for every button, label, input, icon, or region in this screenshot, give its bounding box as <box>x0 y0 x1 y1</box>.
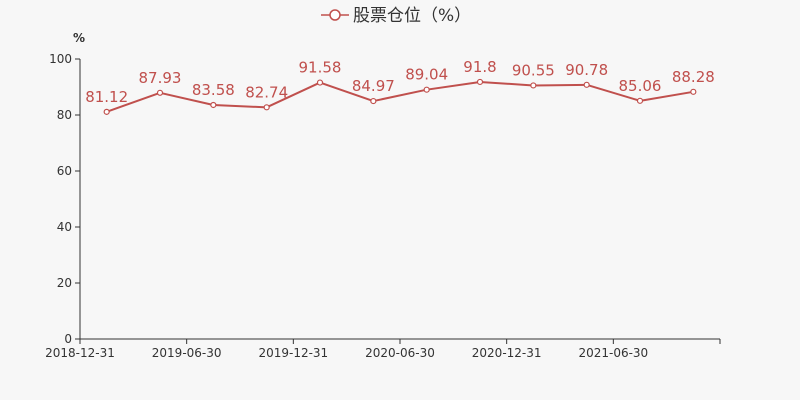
x-tick-label: 2020-06-30 <box>365 346 435 360</box>
data-label: 84.97 <box>352 77 395 95</box>
data-label: 91.8 <box>463 58 496 76</box>
data-point[interactable] <box>583 81 590 88</box>
data-point[interactable] <box>636 97 644 104</box>
y-tick-label: 60 <box>57 164 72 178</box>
data-label: 91.58 <box>299 59 342 77</box>
x-tick-label: 2020-12-31 <box>472 346 542 360</box>
y-tick-label: 20 <box>57 276 72 290</box>
y-tick-label: 40 <box>57 220 72 234</box>
y-tick-label: 80 <box>57 108 72 122</box>
series-layer: 81.12 87.93 83.58 82.74 91.58 84.97 89.04 91.8 9… <box>85 58 715 115</box>
data-point[interactable] <box>316 79 324 86</box>
legend-circle-marker <box>329 9 341 21</box>
data-label: 90.78 <box>565 61 608 79</box>
data-point[interactable] <box>530 82 537 89</box>
data-point[interactable] <box>263 104 270 111</box>
chart-legend[interactable]: 股票仓位（%） <box>321 6 471 26</box>
data-label: 89.04 <box>405 66 448 84</box>
data-label: 90.55 <box>512 61 555 79</box>
legend-label: 股票仓位（%） <box>353 6 471 26</box>
data-label: 82.74 <box>245 83 288 101</box>
data-label: 88.28 <box>672 68 715 86</box>
data-point[interactable] <box>476 78 484 86</box>
x-tick-label: 2018-12-31 <box>45 346 115 360</box>
data-point[interactable] <box>690 88 697 95</box>
axes: 0 20 40 60 80 100 2018-12-31 2019-06-30 2019-12-… <box>45 52 721 360</box>
x-tick-label: 2021-06-30 <box>578 346 648 360</box>
data-point[interactable] <box>423 86 430 93</box>
data-label: 87.93 <box>139 69 182 87</box>
data-point[interactable] <box>156 89 164 96</box>
y-axis-unit-label: % <box>73 31 85 45</box>
data-label: 81.12 <box>85 88 128 106</box>
y-tick-label: 0 <box>64 332 72 346</box>
series-line <box>106 80 694 113</box>
x-tick-label: 2019-12-31 <box>258 346 328 360</box>
y-tick-label: 100 <box>49 52 72 66</box>
data-point[interactable] <box>103 108 110 115</box>
data-point[interactable] <box>370 97 377 105</box>
data-label: 85.06 <box>619 77 662 95</box>
data-label: 83.58 <box>192 81 235 99</box>
data-point[interactable] <box>210 101 217 109</box>
x-tick-label: 2019-06-30 <box>152 346 222 360</box>
